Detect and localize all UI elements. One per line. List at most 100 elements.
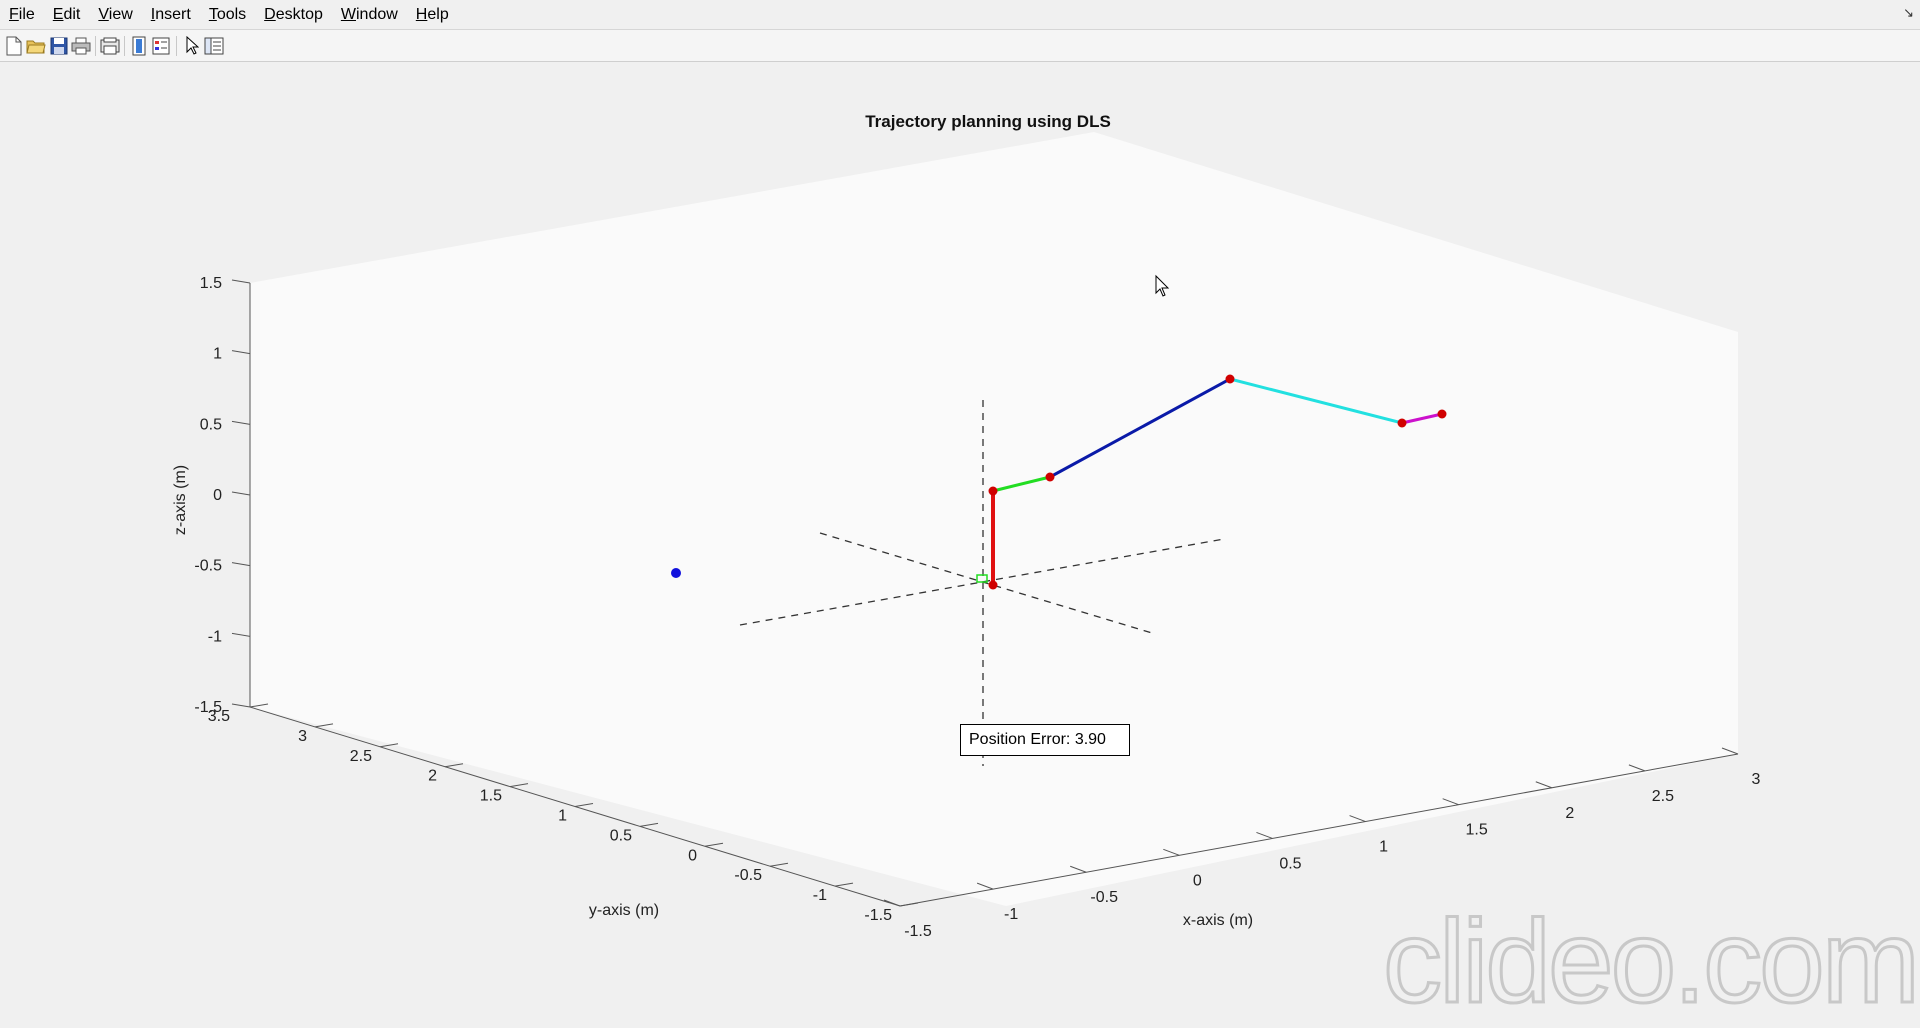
y-tick-mark [899, 902, 919, 907]
open-file-icon[interactable] [24, 34, 48, 58]
undock-icon[interactable]: ↘ [1903, 6, 1914, 21]
z-tick-label: -0.5 [194, 558, 222, 575]
menu-access-key: V [98, 5, 109, 23]
menu-label-rest: ools [216, 5, 247, 23]
robot-joint [1225, 374, 1235, 384]
z-tick-mark [231, 491, 251, 496]
robot-link-5 [1401, 412, 1443, 425]
new-figure-icon[interactable] [2, 34, 26, 58]
robot-end-effector [1437, 409, 1447, 419]
menu-access-key: F [9, 5, 19, 23]
z-tick-label: 1 [213, 346, 222, 363]
x-tick-label: -1 [1004, 906, 1018, 923]
y-tick-label: -1 [813, 887, 827, 904]
y-tick-label: 0 [688, 847, 697, 864]
y-tick-mark [639, 822, 659, 827]
menu-insert[interactable]: Insert [142, 0, 200, 30]
x-tick-mark [976, 882, 994, 890]
y-tick-label: -1.5 [864, 907, 892, 924]
x-tick-mark [1628, 764, 1646, 772]
y-tick-mark [314, 723, 334, 728]
menu-label-rest: indow [355, 5, 398, 23]
edit-plot-arrow-icon[interactable] [180, 34, 204, 58]
watermark-logo: clideo.com [1381, 896, 1920, 1028]
z-tick-mark [231, 350, 251, 355]
y-tick-mark [444, 763, 464, 768]
z-tick-mark [231, 279, 251, 284]
y-tick-label: 0.5 [610, 827, 632, 844]
x-tick-mark [883, 899, 901, 907]
menu-window[interactable]: Window [332, 0, 407, 30]
y-tick-mark [769, 862, 789, 867]
property-inspector-icon[interactable] [202, 34, 226, 58]
x-tick-label: 1 [1379, 839, 1388, 856]
menu-label-rest: ile [18, 5, 35, 23]
robot-joint [988, 486, 998, 496]
robot-link-4 [1229, 377, 1403, 425]
menu-desktop[interactable]: Desktop [255, 0, 332, 30]
menu-label-rest: nsert [155, 5, 191, 23]
robot-link-2 [992, 475, 1051, 493]
colorbar-icon[interactable] [127, 34, 151, 58]
robot-base-marker [976, 574, 988, 583]
z-tick-mark [231, 562, 251, 567]
save-icon[interactable] [47, 34, 71, 58]
menu-access-key: E [52, 5, 64, 23]
z-tick-label: -1.5 [194, 699, 222, 716]
menu-access-key: H [415, 5, 428, 23]
x-tick-mark [1535, 781, 1552, 789]
menu-label-rest: elp [427, 5, 449, 23]
legend-icon[interactable] [149, 34, 173, 58]
y-tick-label: 2.5 [350, 748, 372, 765]
x-tick-label: 0.5 [1279, 855, 1301, 872]
x-tick-label: 2 [1565, 805, 1574, 822]
x-tick-label: -1.5 [904, 923, 932, 940]
z-tick-label: -1 [208, 628, 222, 645]
menu-edit[interactable]: Edit [44, 0, 90, 30]
x-ticks: -1.5 -1 -0.5 0 0.5 1 1.5 2 2.5 3 [883, 747, 1761, 940]
link-plot-icon[interactable] [98, 34, 122, 58]
z-axis-label: z-axis (m) [172, 465, 189, 535]
toolbar-separator [95, 36, 96, 56]
x-axis-line [899, 753, 1739, 907]
menu-access-key: D [264, 5, 276, 23]
position-error-label: Position Error: 3.90 [960, 724, 1130, 756]
print-icon[interactable] [69, 34, 93, 58]
x-axis-label: x-axis (m) [1183, 912, 1253, 929]
menu-help[interactable]: Help [407, 0, 458, 30]
y-tick-mark [574, 803, 594, 807]
menu-view[interactable]: View [89, 0, 141, 30]
x-tick-label: 1.5 [1466, 822, 1488, 839]
toolbar-separator [124, 36, 125, 56]
plot-canvas: Trajectory planning using DLS 1.5 1 0.5 0 -0… [172, 112, 1761, 940]
x-tick-mark [1721, 747, 1739, 755]
z-ticks: 1.5 1 0.5 0 -0.5 -1 -1.5 [194, 275, 251, 716]
toolbar-separator [176, 36, 177, 56]
y-tick-mark [509, 783, 529, 788]
target-point [671, 568, 681, 578]
y-tick-label: 3.5 [208, 708, 230, 725]
y-tick-label: 2 [428, 768, 437, 785]
z-tick-mark [231, 703, 251, 708]
menu-file[interactable]: File [0, 0, 44, 30]
y-ticks: 3.5 3 2.5 2 1.5 1 0.5 0 -0.5 -1 -1.5 [208, 703, 919, 924]
y-tick-label: 1.5 [480, 788, 502, 805]
figure-toolbar [0, 30, 1920, 62]
reference-axis-x [819, 532, 1153, 634]
z-tick-label: 0.5 [200, 416, 222, 433]
x-tick-label: -0.5 [1090, 889, 1118, 906]
y-tick-mark [249, 703, 269, 708]
y-tick-mark [834, 882, 854, 887]
plot-title: Trajectory planning using DLS [865, 112, 1111, 131]
x-tick-label: 3 [1752, 771, 1761, 788]
z-tick-mark [231, 632, 251, 637]
y-tick-label: 3 [298, 728, 307, 745]
x-tick-mark [1256, 831, 1273, 839]
x-tick-mark [1349, 815, 1366, 823]
menu-tools[interactable]: Tools [200, 0, 255, 30]
y-tick-label: 1 [558, 808, 567, 825]
reference-axis-y [739, 538, 1225, 626]
menu-access-key: T [208, 5, 217, 23]
x-tick-label: 2.5 [1652, 788, 1674, 805]
z-tick-label: 1.5 [200, 275, 222, 292]
